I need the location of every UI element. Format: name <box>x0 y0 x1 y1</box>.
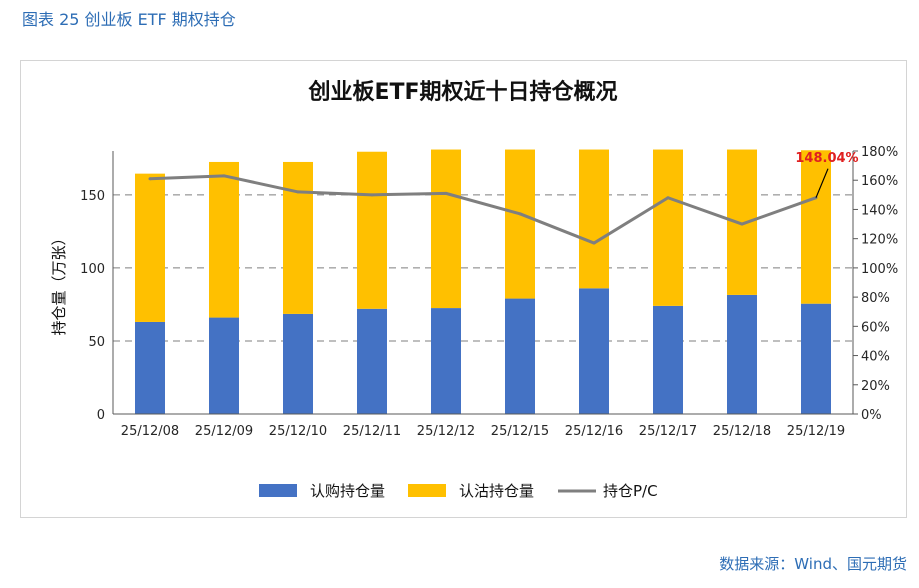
y-tick-label: 0 <box>97 408 105 423</box>
bar-put <box>209 161 239 318</box>
legend: 认购持仓量 认沽持仓量 持仓P/C <box>259 482 658 500</box>
bar-put <box>505 149 535 299</box>
pc-point <box>222 174 226 178</box>
bar-put <box>357 151 387 309</box>
chart-frame <box>20 60 907 518</box>
bar-put <box>431 149 461 309</box>
y2-tick-label: 100% <box>861 262 898 277</box>
bar-call <box>653 305 683 414</box>
y-tick-label: 150 <box>80 189 105 204</box>
y2-tick-label: 120% <box>861 233 898 248</box>
y-tick-label: 100 <box>80 262 105 277</box>
x-tick-label: 25/12/08 <box>121 424 179 439</box>
legend-swatch-call <box>259 484 297 497</box>
chart-title: 创业板ETF期权近十日持仓概况 <box>307 79 617 105</box>
legend-label-pc: 持仓P/C <box>603 482 658 500</box>
x-tick-label: 25/12/15 <box>491 424 549 439</box>
bar-call <box>357 308 387 414</box>
pc-point <box>296 190 300 194</box>
y2-tick-label: 160% <box>861 174 898 189</box>
x-tick-label: 25/12/11 <box>343 424 401 439</box>
y2-tick-label: 40% <box>861 350 890 365</box>
y2-tick-label: 140% <box>861 203 898 218</box>
bar-put <box>801 150 831 304</box>
bar-call <box>135 321 165 414</box>
pc-point <box>370 193 374 197</box>
y2-tick-label: 20% <box>861 379 890 394</box>
y-tick-label: 50 <box>88 335 105 350</box>
y2-tick-label: 0% <box>861 408 882 423</box>
pc-point <box>740 222 744 226</box>
x-tick-label: 25/12/16 <box>565 424 623 439</box>
x-tick-label: 25/12/19 <box>787 424 845 439</box>
bar-put <box>653 149 683 306</box>
bar-put <box>579 149 609 289</box>
data-label-leader <box>815 168 829 198</box>
legend-label-call: 认购持仓量 <box>310 482 385 500</box>
pc-point <box>518 212 522 216</box>
bar-put <box>727 149 757 295</box>
pc-ratio-line <box>149 174 817 245</box>
x-tick-label: 25/12/18 <box>713 424 771 439</box>
bar-call <box>727 294 757 414</box>
legend-swatch-put <box>408 484 446 497</box>
y-axis-title: 持仓量（万张） <box>50 230 68 335</box>
x-tick-label: 25/12/09 <box>195 424 253 439</box>
pc-point <box>444 191 448 195</box>
bar-call <box>505 298 535 414</box>
x-tick-label: 25/12/17 <box>639 424 697 439</box>
bar-call <box>431 308 461 414</box>
legend-label-put: 认沽持仓量 <box>459 482 534 500</box>
pc-point <box>148 177 152 181</box>
y2-tick-label: 180% <box>861 145 898 160</box>
bar-call <box>283 313 313 414</box>
pc-point <box>592 241 596 245</box>
pc-point <box>666 196 670 200</box>
data-source: 数据来源：Wind、国元期货 <box>719 555 907 573</box>
y2-tick-label: 60% <box>861 320 890 335</box>
bar-put <box>283 161 313 314</box>
bar-call <box>801 303 831 414</box>
x-tick-label: 25/12/10 <box>269 424 327 439</box>
figure-caption: 图表 25 创业板 ETF 期权持仓 <box>22 10 236 29</box>
y2-tick-label: 80% <box>861 291 890 306</box>
bar-put <box>135 173 165 322</box>
pc-data-label: 148.04% <box>795 151 858 166</box>
x-tick-label: 25/12/12 <box>417 424 475 439</box>
bar-call <box>579 288 609 414</box>
bar-call <box>209 317 239 414</box>
